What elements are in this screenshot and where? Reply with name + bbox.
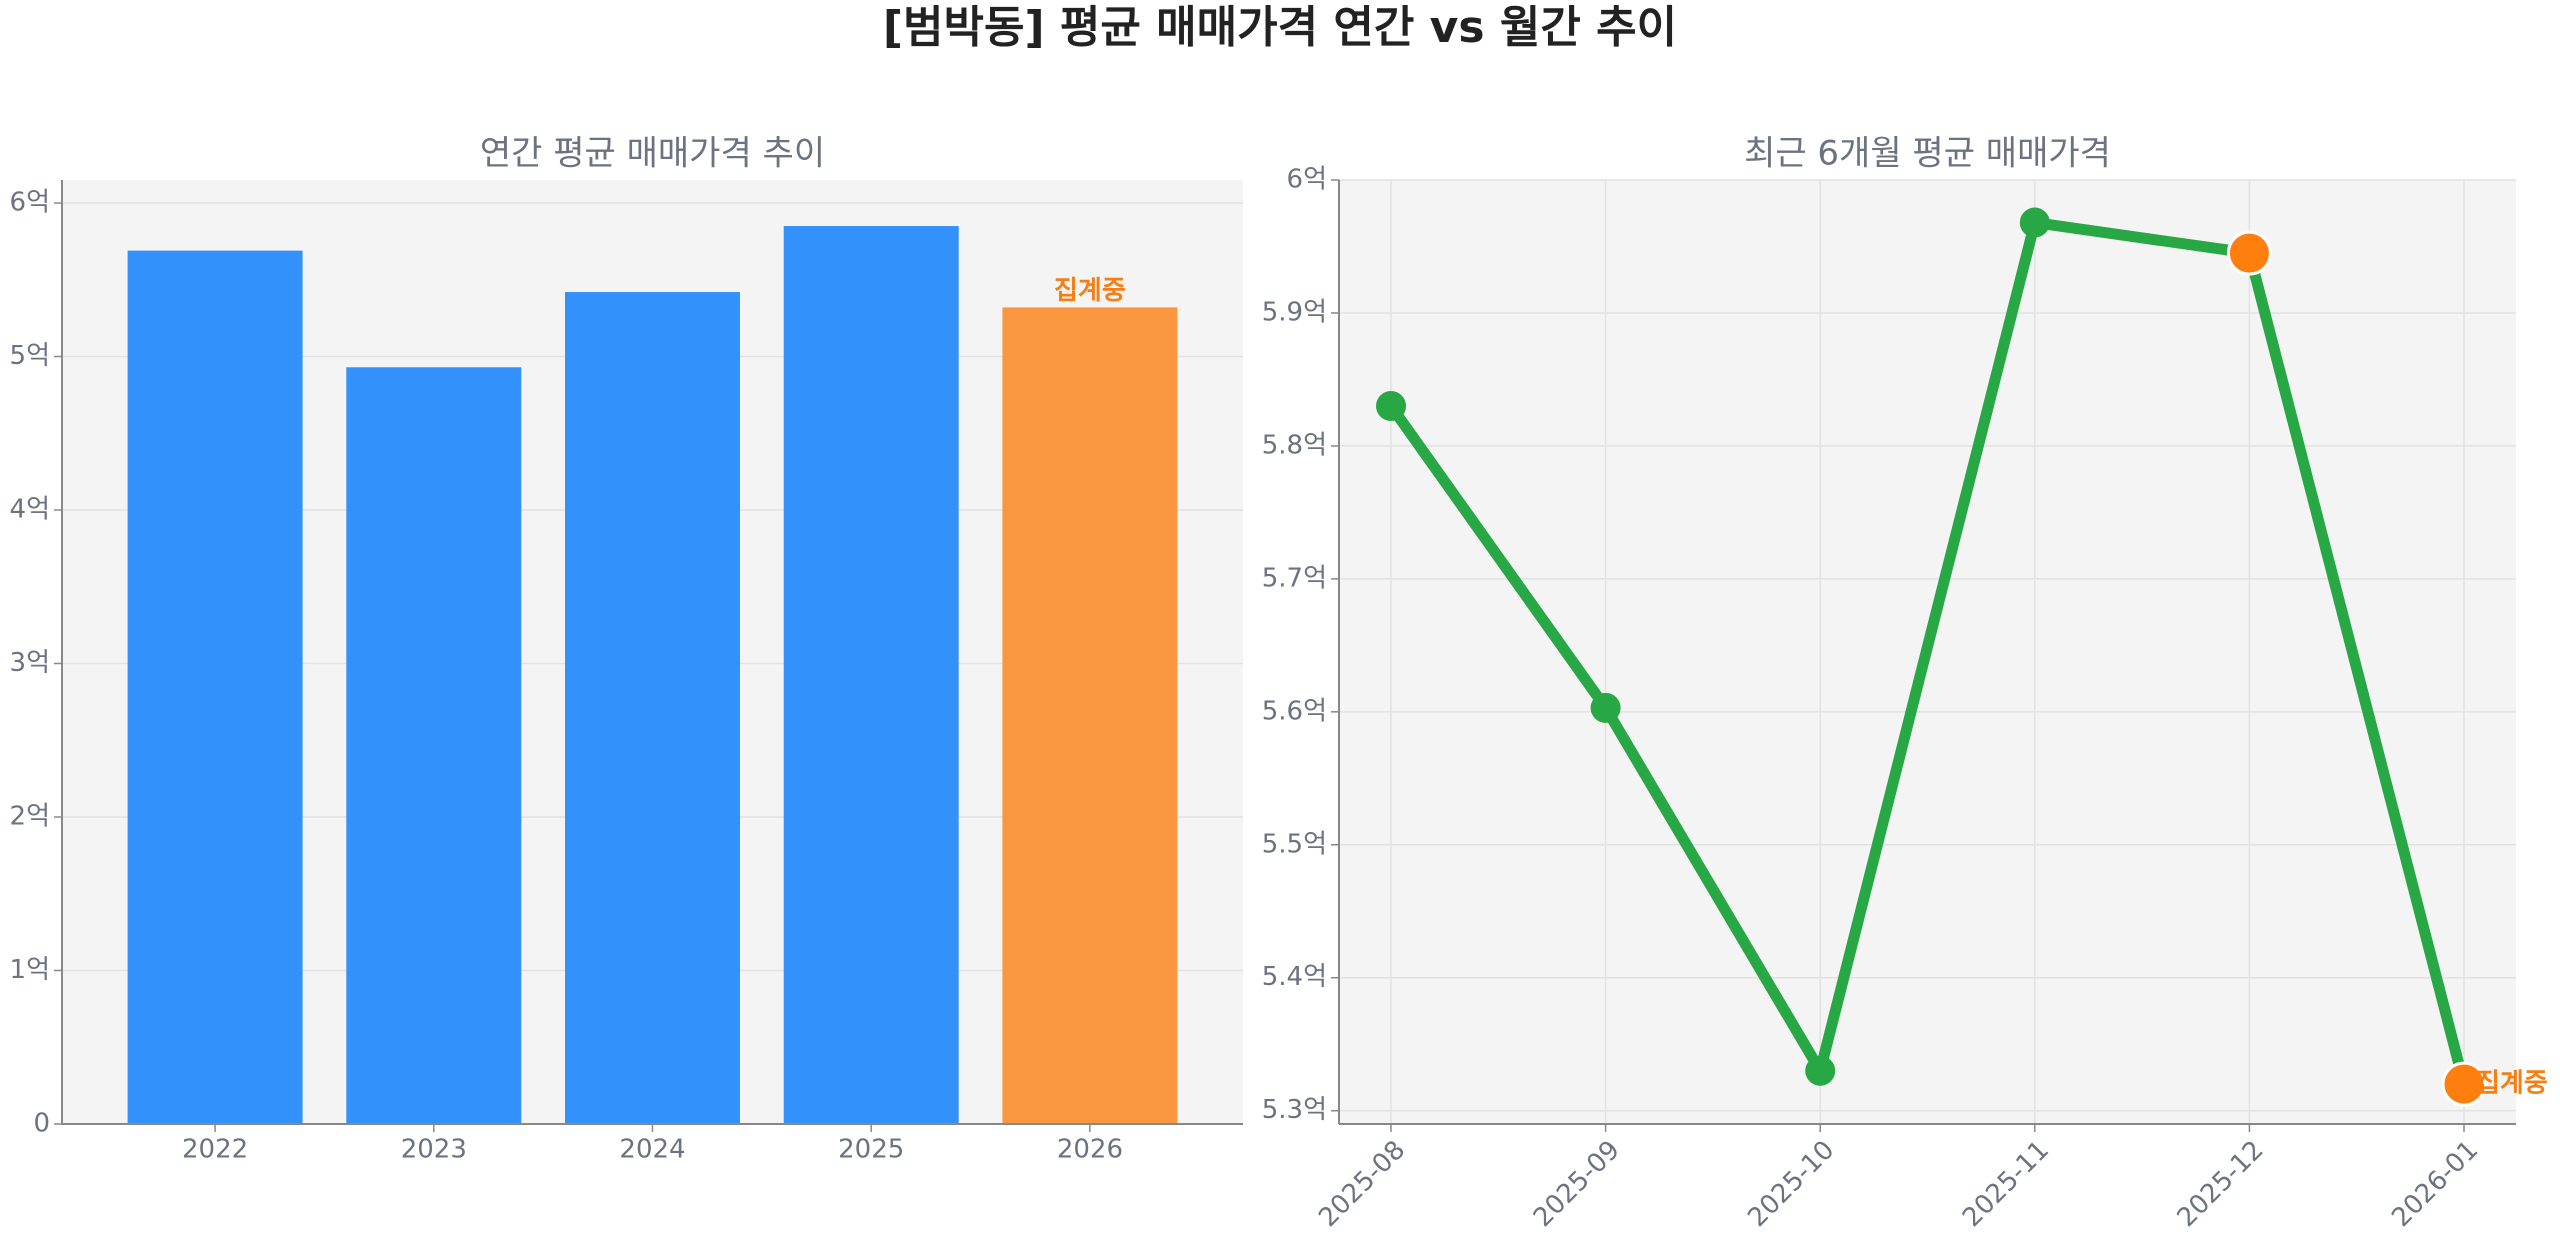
bar — [565, 292, 740, 1125]
x-tick-label: 2022 — [182, 1135, 248, 1165]
x-tick-label: 2026 — [1057, 1135, 1123, 1165]
x-tick-label: 2025-12 — [2172, 1135, 2270, 1233]
bar — [1002, 307, 1178, 1124]
x-tick-label: 2024 — [619, 1135, 685, 1165]
subplot-title: 연간 평균 매매가격 추이 — [480, 134, 825, 174]
y-tick-label: 5.5억 — [1262, 829, 1327, 859]
x-tick-label: 2025-11 — [1957, 1135, 2055, 1233]
figure-title: [범박동] 평균 매매가격 연간 vs 월간 추이 — [883, 2, 1677, 53]
annotation: 집계중 — [2476, 1069, 2548, 1099]
x-tick-label: 2025-08 — [1313, 1135, 1411, 1233]
annotation: 집계중 — [1054, 276, 1126, 306]
marker — [1376, 391, 1406, 422]
x-tick-label: 2025-09 — [1528, 1135, 1626, 1233]
y-tick-label: 3억 — [10, 648, 50, 678]
bar — [127, 250, 303, 1124]
y-tick-label: 5.6억 — [1262, 696, 1327, 726]
y-tick-label: 0 — [33, 1109, 50, 1139]
marker — [2441, 1061, 2487, 1107]
y-tick-label: 6억 — [1287, 165, 1327, 195]
marker — [1805, 1055, 1836, 1086]
marker — [2019, 207, 2050, 238]
y-tick-label: 6억 — [10, 188, 50, 218]
y-tick-label: 4억 — [10, 495, 50, 525]
x-tick-label: 2025-10 — [1742, 1135, 1840, 1233]
y-tick-label: 5.8억 — [1262, 430, 1327, 460]
x-tick-label: 2023 — [401, 1135, 467, 1165]
y-tick-label: 5.3억 — [1262, 1095, 1327, 1125]
subplot-title: 최근 6개월 평균 매매가격 — [1744, 134, 2111, 174]
bar — [783, 226, 959, 1125]
x-tick-label: 2025 — [838, 1135, 904, 1165]
y-tick-label: 5억 — [10, 341, 50, 371]
line — [1386, 217, 2470, 1086]
marker — [2226, 230, 2272, 276]
y-tick-label: 1억 — [10, 955, 50, 985]
y-tick-label: 2억 — [10, 802, 50, 832]
bar — [346, 367, 522, 1125]
y-tick-label: 5.9억 — [1262, 297, 1327, 327]
x-tick-label: 2026-01 — [2386, 1135, 2484, 1233]
y-tick-label: 5.4억 — [1262, 962, 1327, 992]
y-tick-label: 5.7억 — [1262, 563, 1327, 593]
marker — [1590, 692, 1621, 723]
